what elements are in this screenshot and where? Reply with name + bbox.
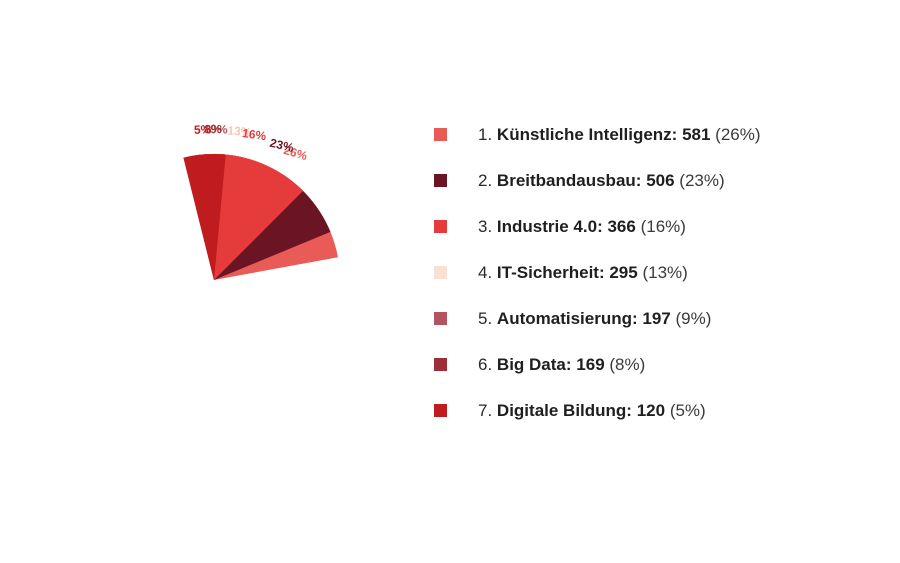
legend-swatch — [434, 266, 447, 279]
legend-text: 5. Automatisierung: 197 (9%) — [478, 309, 711, 329]
legend-item: 3. Industrie 4.0: 366 (16%) — [434, 213, 761, 240]
legend-label: IT-Sicherheit: — [496, 262, 605, 282]
legend-value: 366 — [607, 216, 636, 236]
legend-number: 4. — [478, 262, 493, 282]
pie-percent-label: 9% — [210, 122, 228, 136]
legend-percent: (13%) — [642, 262, 688, 282]
pie-slice-digitale-bildung — [183, 154, 226, 280]
legend-item: 6. Big Data: 169 (8%) — [434, 351, 761, 378]
legend-number: 1. — [478, 124, 493, 144]
legend-number: 6. — [478, 354, 493, 374]
legend-value: 295 — [609, 262, 638, 282]
legend-item: 2. Breitbandausbau: 506 (23%) — [434, 167, 761, 194]
legend-text: 2. Breitbandausbau: 506 (23%) — [478, 171, 725, 191]
legend-percent: (23%) — [679, 170, 725, 190]
legend-number: 7. — [478, 400, 493, 420]
legend-value: 506 — [646, 170, 675, 190]
legend-text: 4. IT-Sicherheit: 295 (13%) — [478, 263, 688, 283]
pie-percent-label: 8% — [204, 122, 222, 136]
legend-item: 5. Automatisierung: 197 (9%) — [434, 305, 761, 332]
legend-percent: (26%) — [715, 124, 761, 144]
pie-percent-label: 5% — [194, 122, 212, 137]
legend-text: 6. Big Data: 169 (8%) — [478, 355, 645, 375]
legend-value: 120 — [636, 400, 666, 420]
legend: 1. Künstliche Intelligenz: 581 (26%) 2. … — [434, 121, 761, 443]
legend-percent: (5%) — [669, 400, 706, 420]
legend-number: 3. — [478, 216, 493, 236]
legend-label: Digitale Bildung: — [496, 400, 632, 420]
legend-swatch — [434, 128, 447, 141]
legend-number: 5. — [478, 308, 493, 328]
legend-swatch — [434, 358, 447, 371]
legend-swatch — [434, 174, 447, 187]
legend-label: Automatisierung: — [496, 308, 638, 328]
pie-percent-label: 23% — [268, 136, 295, 155]
legend-item: 7. Digitale Bildung: 120 (5%) — [434, 397, 761, 424]
legend-text: 7. Digitale Bildung: 120 (5%) — [478, 401, 706, 421]
pie-percent-label: 16% — [241, 126, 267, 143]
legend-percent: (8%) — [609, 354, 646, 374]
legend-text: 1. Künstliche Intelligenz: 581 (26%) — [478, 125, 761, 145]
legend-value: 197 — [642, 308, 671, 328]
legend-value: 169 — [576, 354, 605, 374]
legend-label: Künstliche Intelligenz: — [496, 124, 678, 144]
legend-label: Breitbandausbau: — [496, 170, 642, 190]
legend-label: Big Data: — [496, 354, 572, 374]
legend-swatch — [434, 404, 447, 417]
legend-item: 4. IT-Sicherheit: 295 (13%) — [434, 259, 761, 286]
legend-swatch — [434, 220, 447, 233]
legend-percent: (9%) — [675, 308, 712, 328]
legend-value: 581 — [682, 124, 711, 144]
legend-label: Industrie 4.0: — [496, 216, 603, 236]
pie-percent-labels: 9%8% 26%23% 13%16% 5% — [194, 122, 310, 163]
legend-percent: (16%) — [640, 216, 686, 236]
legend-swatch — [434, 312, 447, 325]
pie-percent-label: 26% — [282, 143, 309, 163]
pie-percent-label: 13% — [227, 123, 252, 139]
legend-number: 2. — [478, 170, 493, 190]
legend-text: 3. Industrie 4.0: 366 (16%) — [478, 217, 686, 237]
legend-item: 1. Künstliche Intelligenz: 581 (26%) — [434, 121, 761, 148]
pie-slices — [183, 153, 338, 280]
